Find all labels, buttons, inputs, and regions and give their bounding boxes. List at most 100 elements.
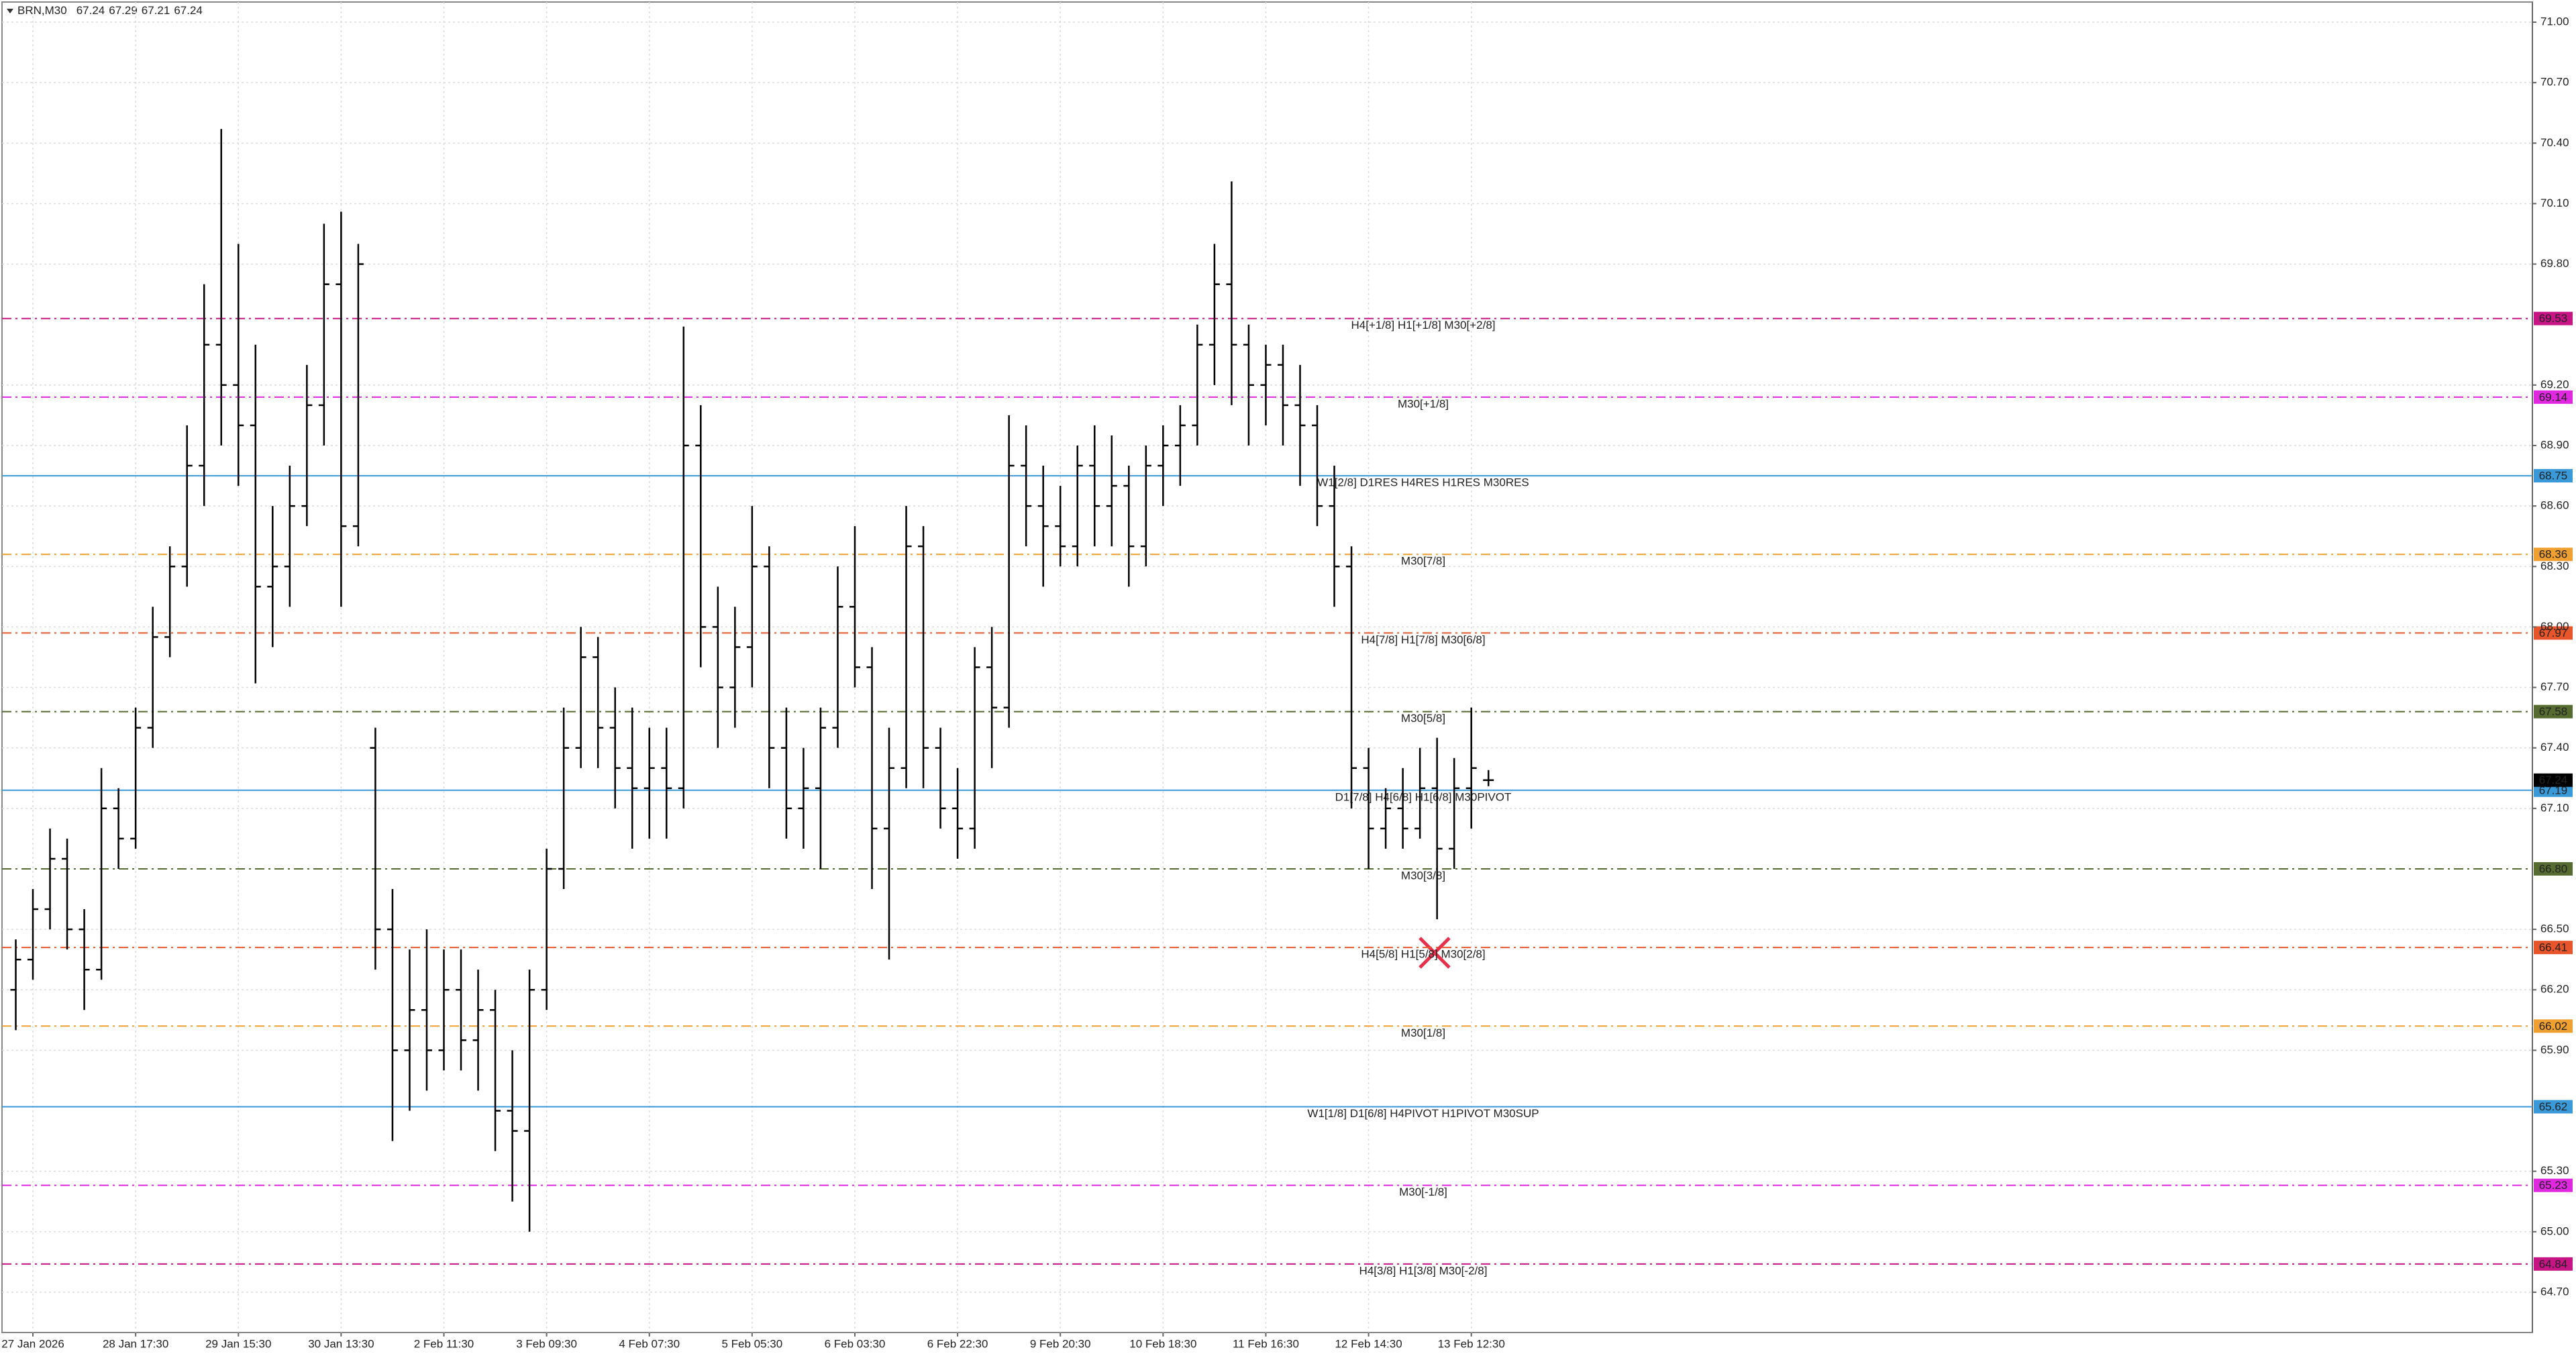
ohlc-bar <box>695 405 707 668</box>
y-tick-label: 68.90 <box>2540 438 2569 451</box>
ohlc-bar <box>267 506 278 647</box>
level-price-label: 67.97 <box>2539 627 2568 639</box>
level-price-box <box>2534 547 2573 562</box>
x-tick-label: 13 Feb 12:30 <box>1438 1337 1505 1350</box>
x-tick-label: 12 Feb 14:30 <box>1335 1337 1402 1350</box>
ohlc-bar <box>1123 466 1135 587</box>
y-tick-label: 70.10 <box>2540 197 2569 209</box>
x-tick-label: 30 Jan 13:30 <box>308 1337 374 1350</box>
ohlc-bar <box>1380 788 1392 849</box>
ohlc-bar <box>387 889 398 1141</box>
ohlc-bar <box>490 990 501 1151</box>
ohlc-bar <box>456 949 467 1071</box>
ohlc-bar <box>815 707 826 869</box>
level-price-box <box>2534 941 2573 955</box>
level-price-box <box>2534 705 2573 719</box>
x-tick-label: 10 Feb 18:30 <box>1129 1337 1196 1350</box>
ohlc-bar <box>1226 181 1237 405</box>
level-price-label: 69.14 <box>2539 390 2568 403</box>
y-tick-label: 65.90 <box>2540 1043 2569 1056</box>
ohlc-bar <box>352 244 364 547</box>
header-high: 67.29 <box>109 4 138 17</box>
x-tick-label: 29 Jan 15:30 <box>205 1337 271 1350</box>
level-label: M30[1/8] <box>1401 1027 1445 1039</box>
level-price-box <box>2534 1257 2573 1271</box>
level-price-box <box>2534 783 2573 797</box>
axes: 71.00 70.70 70.40 70.10 69.80 69.20 68.90 68.60… <box>1 15 2573 1350</box>
x-tick-label: 28 Jan 17:30 <box>103 1337 168 1350</box>
ohlc-bar <box>900 506 912 788</box>
ohlc-bar <box>1174 405 1186 486</box>
level-price-label: 68.36 <box>2539 548 2568 561</box>
level-price-box <box>2534 311 2573 325</box>
header-open: 67.24 <box>76 4 105 17</box>
ohlc-bar <box>10 939 21 1031</box>
level-price-label: 68.75 <box>2539 470 2568 482</box>
level-price-label: 65.23 <box>2539 1179 2568 1192</box>
header: BRN,M30 67.24 67.29 67.21 67.24 <box>17 4 203 17</box>
level-price-box <box>2534 862 2573 876</box>
level-label: D1[7/8] H4[6/8] H1[6/8] M30PIVOT <box>1335 790 1512 803</box>
y-tick-label: 67.10 <box>2540 801 2569 814</box>
ohlc-bar <box>1106 435 1117 547</box>
level-price-label: 65.62 <box>2539 1100 2568 1113</box>
ohlc-bar <box>729 607 741 728</box>
level-price-label: 67.58 <box>2539 705 2568 718</box>
ohlc-bar <box>62 838 73 950</box>
ohlc-bar <box>1037 466 1049 587</box>
ohlc-bar <box>1208 244 1220 385</box>
ohlc-bar <box>96 768 107 980</box>
level-label: M30[7/8] <box>1401 555 1445 568</box>
ohlc-bar <box>336 211 347 607</box>
level-label: H4[5/8] H1[5/8] M30[2/8] <box>1361 948 1485 961</box>
ohlc-bar <box>438 949 450 1071</box>
current-price-label: 67.24 <box>2539 774 2568 786</box>
ohlc-bar <box>1089 425 1100 547</box>
x-tick-label: 2 Feb 11:30 <box>414 1337 474 1350</box>
ohlc-bar <box>661 727 672 839</box>
ohlc-bar <box>952 768 964 859</box>
level-label: M30[+1/8] <box>1398 397 1449 410</box>
level-label: M30[3/8] <box>1401 869 1445 882</box>
level-price-box <box>2534 1100 2573 1114</box>
ohlc-bar <box>421 929 432 1091</box>
ohlc-bar <box>1431 737 1443 920</box>
ohlc-bar <box>113 788 124 869</box>
y-tick-label: 69.20 <box>2540 378 2569 390</box>
y-tick-label: 67.40 <box>2540 741 2569 753</box>
ohlc-bar <box>558 707 570 889</box>
ohlc-bar <box>849 526 860 688</box>
ohlc-bar <box>1260 344 1272 425</box>
ohlc-bar <box>233 244 244 486</box>
ohlc-bar <box>1363 747 1374 869</box>
ohlc-bar <box>541 848 552 1010</box>
cross-stroke <box>1419 937 1451 969</box>
grid <box>2 2 2532 1333</box>
ohlc-bar <box>44 828 56 930</box>
header-close: 67.24 <box>174 4 203 17</box>
ohlc-bar <box>643 727 655 839</box>
ohlc-bar <box>712 586 723 748</box>
ohlc-bar <box>404 949 415 1111</box>
ohlc-bar <box>524 970 535 1232</box>
level-price-label: 69.53 <box>2539 312 2568 325</box>
y-tick-label: 67.70 <box>2540 680 2569 693</box>
menu-triangle[interactable] <box>7 9 13 13</box>
y-tick-label: 64.70 <box>2540 1285 2569 1298</box>
level-price-label: 66.80 <box>2539 862 2568 875</box>
ohlc-bar <box>832 566 843 748</box>
ohlc-bar <box>1329 466 1340 607</box>
level-label: H4[+1/8] H1[+1/8] M30[+2/8] <box>1351 319 1496 331</box>
ohlc-bar <box>764 546 775 788</box>
ohlc-bar <box>798 747 809 849</box>
level-price-box <box>2534 469 2573 483</box>
level-price-box <box>2534 1019 2573 1033</box>
cross-marker <box>1419 937 1451 969</box>
ohlc-bar <box>780 707 792 839</box>
level-price-label: 66.02 <box>2539 1020 2568 1033</box>
level-price-box <box>2534 390 2573 404</box>
ohlc-bar <box>884 727 895 960</box>
y-tick-label: 68.00 <box>2540 620 2569 633</box>
ohlc-bar <box>28 889 39 980</box>
ohlc-bar <box>507 1050 518 1202</box>
